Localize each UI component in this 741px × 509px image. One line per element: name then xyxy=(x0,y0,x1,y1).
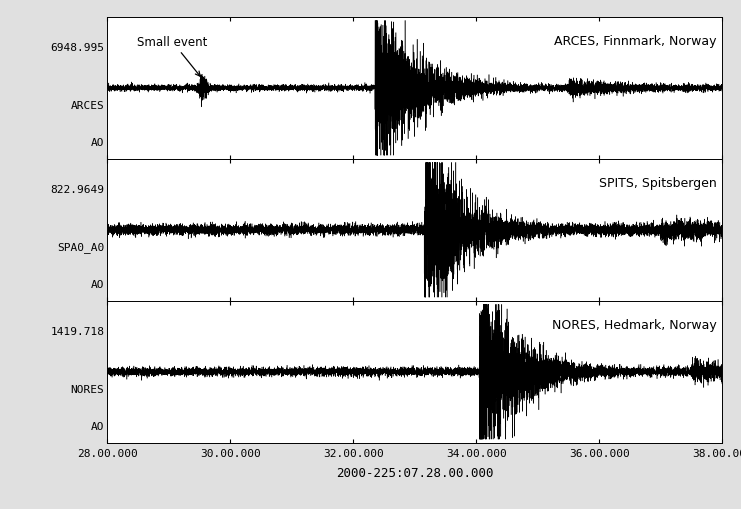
Text: SPITS, Spitsbergen: SPITS, Spitsbergen xyxy=(599,177,717,189)
Text: 6948.995: 6948.995 xyxy=(50,43,104,53)
X-axis label: 2000-225:07.28.00.000: 2000-225:07.28.00.000 xyxy=(336,466,494,479)
Text: NORES: NORES xyxy=(70,384,104,394)
Text: 1419.718: 1419.718 xyxy=(50,327,104,336)
Text: ARCES, Finnmark, Norway: ARCES, Finnmark, Norway xyxy=(554,35,717,48)
Text: AO: AO xyxy=(91,421,104,431)
Text: AO: AO xyxy=(91,137,104,148)
Text: Small event: Small event xyxy=(137,36,207,77)
Text: SPA0_A0: SPA0_A0 xyxy=(57,242,104,253)
Text: NORES, Hedmark, Norway: NORES, Hedmark, Norway xyxy=(551,318,717,331)
Text: 822.9649: 822.9649 xyxy=(50,185,104,195)
Text: ARCES: ARCES xyxy=(70,101,104,110)
Text: AO: AO xyxy=(91,279,104,289)
